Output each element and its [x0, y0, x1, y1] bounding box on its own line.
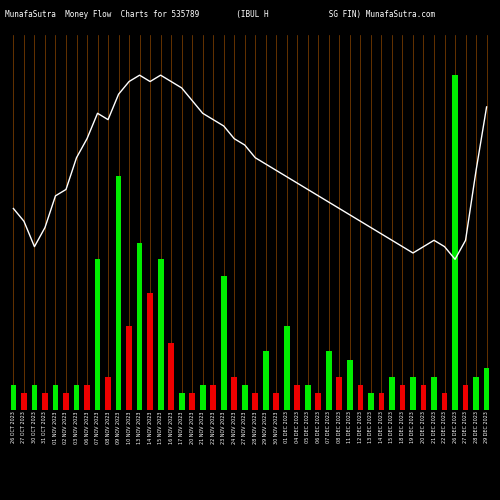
Bar	[105, 376, 111, 410]
Bar	[84, 385, 90, 410]
Bar	[326, 352, 332, 410]
Bar	[116, 176, 121, 410]
Bar	[410, 376, 416, 410]
Bar	[232, 376, 237, 410]
Bar	[347, 360, 353, 410]
Bar	[305, 385, 310, 410]
Bar	[452, 75, 458, 410]
Bar	[389, 376, 395, 410]
Bar	[336, 376, 342, 410]
Bar	[136, 242, 142, 410]
Bar	[242, 385, 248, 410]
Bar	[190, 394, 195, 410]
Bar	[294, 385, 300, 410]
Bar	[42, 394, 48, 410]
Bar	[420, 385, 426, 410]
Bar	[462, 385, 468, 410]
Bar	[473, 376, 479, 410]
Bar	[158, 260, 164, 410]
Bar	[21, 394, 27, 410]
Bar	[284, 326, 290, 410]
Bar	[316, 394, 321, 410]
Bar	[147, 293, 153, 410]
Bar	[32, 385, 38, 410]
Text: MunafaSutra  Money Flow  Charts for 535789        (IBUL H             SG FIN) Mu: MunafaSutra Money Flow Charts for 535789…	[5, 10, 435, 19]
Bar	[126, 326, 132, 410]
Bar	[252, 394, 258, 410]
Bar	[358, 385, 364, 410]
Bar	[74, 385, 80, 410]
Bar	[94, 260, 100, 410]
Bar	[442, 394, 448, 410]
Bar	[52, 385, 59, 410]
Bar	[368, 394, 374, 410]
Bar	[484, 368, 490, 410]
Bar	[400, 385, 406, 410]
Bar	[210, 385, 216, 410]
Bar	[431, 376, 437, 410]
Bar	[168, 343, 174, 410]
Bar	[221, 276, 226, 410]
Bar	[263, 352, 268, 410]
Bar	[10, 385, 16, 410]
Bar	[63, 394, 69, 410]
Bar	[200, 385, 205, 410]
Bar	[179, 394, 184, 410]
Bar	[274, 394, 279, 410]
Bar	[378, 394, 384, 410]
